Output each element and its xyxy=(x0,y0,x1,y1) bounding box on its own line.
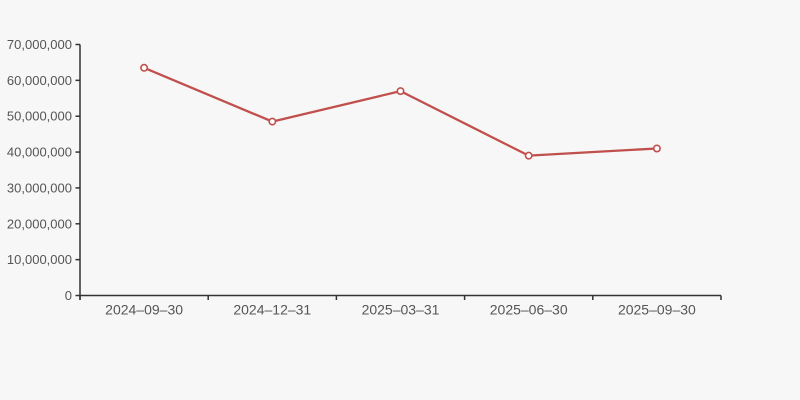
x-tick-label: 2024–12–31 xyxy=(233,302,311,318)
data-point-marker[interactable] xyxy=(652,144,661,153)
y-tick-label: 10,000,000 xyxy=(7,252,72,267)
y-tick-label: 0 xyxy=(65,288,72,303)
line-series xyxy=(142,66,659,157)
data-point-marker[interactable] xyxy=(396,87,405,96)
y-tick-label: 20,000,000 xyxy=(7,216,72,231)
y-tick-label: 60,000,000 xyxy=(7,73,72,88)
data-point-marker[interactable] xyxy=(268,117,277,126)
data-point-marker[interactable] xyxy=(140,63,149,72)
x-tick-label: 2024–09–30 xyxy=(105,302,183,318)
y-tick-label: 30,000,000 xyxy=(7,180,72,195)
x-tick-label: 2025–06–30 xyxy=(490,302,568,318)
y-tick-label: 50,000,000 xyxy=(7,109,72,124)
x-tick-label: 2025–09–30 xyxy=(618,302,696,318)
y-tick-label: 70,000,000 xyxy=(7,37,72,52)
y-tick-label: 40,000,000 xyxy=(7,145,72,160)
data-point-marker[interactable] xyxy=(524,151,533,160)
x-tick-label: 2025–03–31 xyxy=(362,302,440,318)
